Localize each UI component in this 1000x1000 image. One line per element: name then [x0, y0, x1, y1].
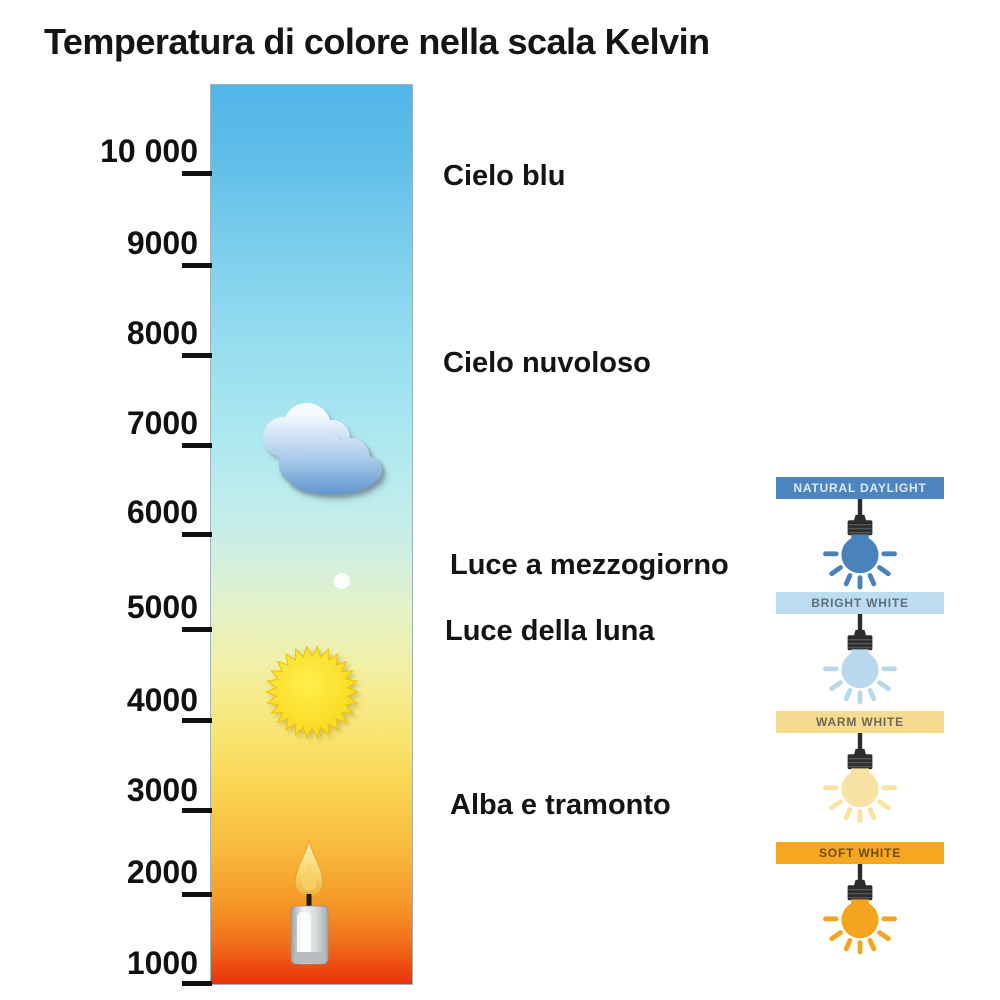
scale-label-10000: 10 000	[100, 133, 198, 169]
hanging-bulb-icon	[823, 733, 897, 824]
bulb-card-warm-white: WARM WHITE	[776, 711, 944, 825]
bulb-card-bright-white: BRIGHT WHITE	[776, 592, 944, 706]
tick-2000	[182, 892, 212, 897]
tick-10000	[182, 171, 212, 176]
scale-label-7000: 7000	[126, 405, 198, 441]
annotation-cielo-nuvoloso: Cielo nuvoloso	[443, 347, 651, 379]
tick-5000	[182, 627, 212, 632]
bulb-card-header: NATURAL DAYLIGHT	[776, 477, 944, 499]
tick-3000	[182, 808, 212, 813]
scale-label-6000: 6000	[126, 494, 198, 530]
annotation-luce-della-luna: Luce della luna	[445, 615, 655, 647]
tick-1000	[182, 981, 212, 986]
scale-label-5000: 5000	[126, 589, 198, 625]
kelvin-gradient-bar	[210, 84, 413, 985]
scale-label-3000: 3000	[126, 772, 198, 808]
bulb-card-header: WARM WHITE	[776, 711, 944, 733]
page-title: Temperatura di colore nella scala Kelvin	[44, 21, 710, 62]
scale-label-1000: 1000	[126, 945, 198, 981]
hanging-bulb-icon	[823, 864, 897, 955]
scale-label-9000: 9000	[126, 225, 198, 261]
annotation-alba-e-tramonto: Alba e tramonto	[450, 789, 671, 821]
tick-6000	[182, 532, 212, 537]
bulb-card-natural-daylight: NATURAL DAYLIGHT	[776, 477, 944, 591]
tick-7000	[182, 443, 212, 448]
bulb-card-header: BRIGHT WHITE	[776, 592, 944, 614]
hanging-bulb-icon	[823, 499, 897, 590]
annotation-luce-a-mezzogiorno: Luce a mezzogiorno	[450, 549, 729, 581]
scale-label-8000: 8000	[126, 315, 198, 351]
bulb-card-header: SOFT WHITE	[776, 842, 944, 864]
scale-label-4000: 4000	[126, 682, 198, 718]
tick-9000	[182, 263, 212, 268]
annotation-cielo-blu: Cielo blu	[443, 160, 566, 192]
hanging-bulb-icon	[823, 614, 897, 705]
tick-8000	[182, 353, 212, 358]
bulb-card-soft-white: SOFT WHITE	[776, 842, 944, 956]
scale-label-2000: 2000	[126, 854, 198, 890]
tick-4000	[182, 718, 212, 723]
